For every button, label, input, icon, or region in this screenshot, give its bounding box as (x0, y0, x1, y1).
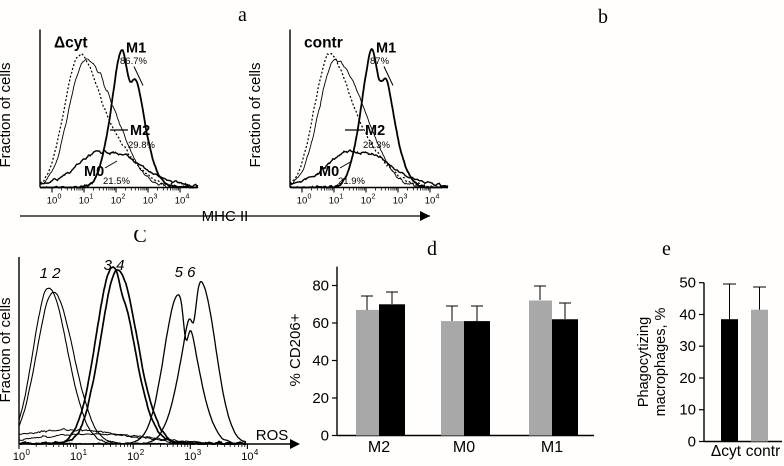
svg-text:10: 10 (679, 402, 696, 419)
svg-text:0: 0 (688, 434, 696, 451)
svg-text:1 2: 1 2 (40, 265, 62, 282)
svg-text:40: 40 (312, 353, 329, 370)
svg-text:40: 40 (679, 307, 696, 324)
svg-text:60: 60 (312, 315, 329, 332)
svg-text:Phagocytizing: Phagocytizing (636, 317, 652, 407)
svg-text:20: 20 (312, 390, 329, 407)
svg-text:3: 3 (197, 448, 202, 457)
svg-text:10: 10 (13, 451, 25, 463)
svg-text:M2: M2 (368, 439, 390, 456)
svg-text:macrophages, %: macrophages, % (653, 307, 669, 416)
svg-text:50: 50 (679, 275, 696, 292)
svg-text:5 6: 5 6 (175, 264, 197, 281)
svg-text:30: 30 (679, 338, 696, 355)
svg-text:0: 0 (321, 428, 329, 445)
svg-text:3 4: 3 4 (104, 257, 125, 274)
svg-text:10: 10 (184, 451, 196, 463)
svg-text:20: 20 (679, 370, 696, 387)
svg-text:1: 1 (83, 448, 88, 457)
svg-text:10: 10 (241, 451, 253, 463)
svg-text:MHC II: MHC II (202, 208, 249, 225)
svg-text:M0: M0 (453, 439, 475, 456)
svg-text:Δcyt: Δcyt (711, 443, 742, 460)
svg-text:10: 10 (70, 451, 82, 463)
svg-text:0: 0 (26, 448, 31, 457)
svg-text:2: 2 (140, 448, 145, 457)
svg-text:80: 80 (312, 278, 329, 295)
svg-text:M1: M1 (541, 439, 563, 456)
svg-text:4: 4 (254, 448, 259, 457)
svg-text:% CD206+: % CD206+ (290, 313, 304, 386)
svg-text:ROS: ROS (256, 427, 289, 444)
svg-text:10: 10 (127, 451, 139, 463)
svg-text:Fraction of cells: Fraction of cells (0, 297, 14, 402)
svg-text:C: C (133, 230, 146, 247)
svg-text:contr: contr (746, 443, 780, 460)
